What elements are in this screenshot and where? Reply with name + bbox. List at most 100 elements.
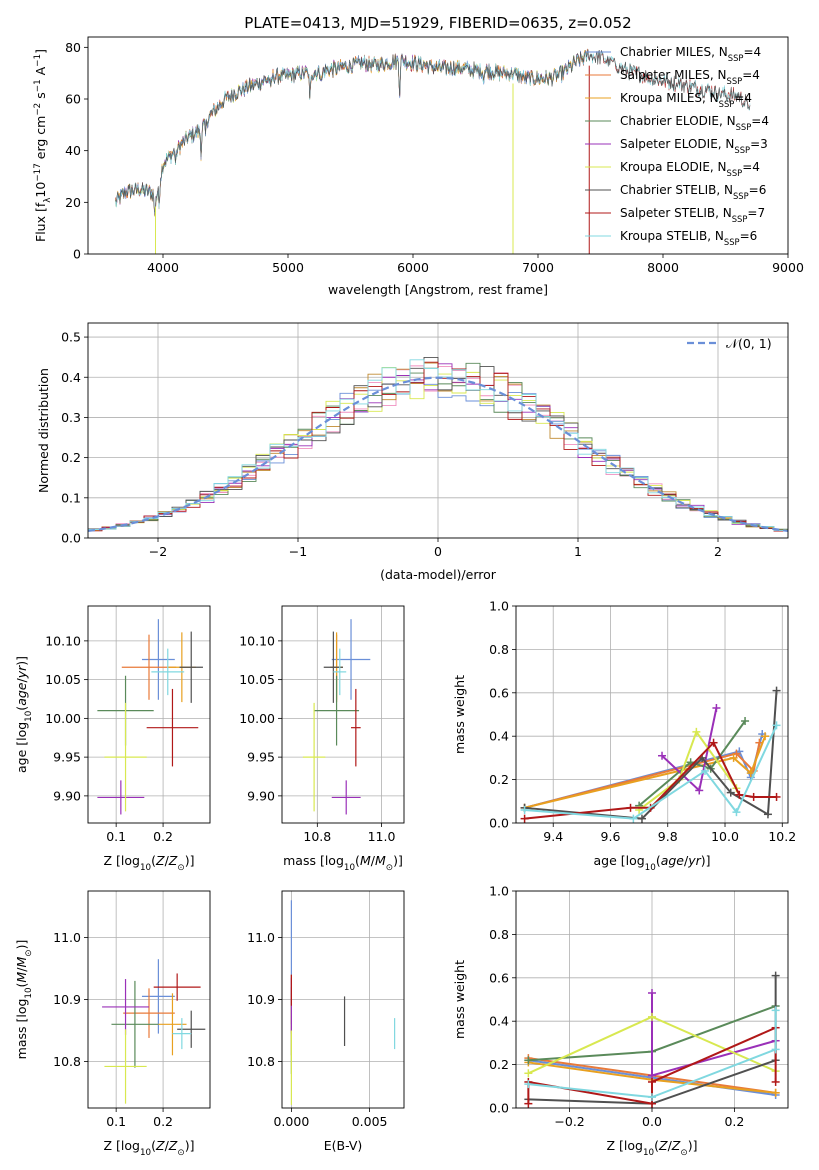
x-axis-label: wavelength [Angstrom, rest frame] <box>328 282 548 297</box>
legend-entry: 𝒩(0, 1) <box>726 336 772 351</box>
mass-weight-series-line <box>528 1010 777 1099</box>
x-tick-label: −2 <box>149 544 167 559</box>
legend-entry: Chabrier ELODIE, NSSP=4 <box>620 114 769 132</box>
x-tick-label: 11.0 <box>368 829 396 844</box>
legend-entry: Salpeter MILES, NSSP=4 <box>620 68 760 86</box>
panel-mass_weight_vs_age: 9.4 9.6 9.8 10.0 10.2 0.0 0.2 0.4 0.6 0.8 1.0 age [… <box>452 599 796 874</box>
panel-spectrum: 4000 5000 6000 7000 8000 9000 0 20 40 60 80 wavelen… <box>33 36 804 297</box>
panel-mass_vs_Z: 0.1 0.2 10.8 10.9 11.0 Z [log10(Z/Z⊙)] mass [l… <box>14 890 211 1158</box>
plot-area <box>88 323 788 538</box>
legend-entry: Chabrier STELIB, NSSP=6 <box>620 183 766 201</box>
panel-age_vs_mass: 10.8 11.0 9.90 9.95 10.00 10.05 10.10 mass [log… <box>239 605 405 873</box>
x-tick-label: 9.8 <box>658 829 678 844</box>
y-tick-label: 80 <box>65 40 81 55</box>
x-tick-label: 7000 <box>522 260 554 275</box>
y-tick-label: 0.4 <box>489 729 509 744</box>
normal-reference-curve <box>88 376 788 533</box>
y-tick-label: 1.0 <box>489 884 509 899</box>
plot-area <box>88 891 210 1108</box>
y-tick-label: 9.90 <box>53 788 81 803</box>
y-tick-label: 0 <box>73 247 81 262</box>
y-tick-label: 10.05 <box>239 672 275 687</box>
y-tick-label: 0.4 <box>489 1014 509 1029</box>
plot-area <box>282 606 404 823</box>
y-tick-label: 11.0 <box>53 930 81 945</box>
x-tick-label: 0.2 <box>153 1114 173 1129</box>
legend-entry: Salpeter STELIB, NSSP=7 <box>620 206 765 224</box>
y-tick-label: 60 <box>65 92 81 107</box>
y-tick-label: 1.0 <box>489 599 509 614</box>
y-axis-label: Flux [fλ10−17 erg cm−2 s−1 A−1] <box>33 49 53 242</box>
x-tick-label: 0.005 <box>352 1114 388 1129</box>
y-tick-label: 0.1 <box>61 490 81 505</box>
plot-area <box>282 891 404 1108</box>
legend-entry: Kroupa MILES, NSSP=4 <box>620 91 752 109</box>
y-axis-label: mass [log10(M/M⊙)] <box>14 940 34 1060</box>
x-tick-label: 10.8 <box>303 829 331 844</box>
x-tick-label: 2 <box>714 544 722 559</box>
x-tick-label: 0 <box>434 544 442 559</box>
legend-entry: Chabrier MILES, NSSP=4 <box>620 45 761 63</box>
figure-title: PLATE=0413, MJD=51929, FIBERID=0635, z=0… <box>244 14 631 32</box>
x-tick-label: 0.2 <box>153 829 173 844</box>
x-tick-label: 4000 <box>147 260 179 275</box>
x-tick-label: 1 <box>574 544 582 559</box>
y-tick-label: 0.6 <box>489 970 509 985</box>
y-tick-label: 10.9 <box>53 992 81 1007</box>
axes-frame <box>87 605 211 824</box>
x-tick-label: 9000 <box>772 260 804 275</box>
x-axis-label: (data-model)/error <box>380 567 497 582</box>
mass-weight-series-line <box>524 735 767 809</box>
x-tick-label: −1 <box>289 544 307 559</box>
x-axis-label: mass [log10(M/M⊙)] <box>283 853 403 873</box>
y-tick-label: 10.05 <box>45 672 81 687</box>
x-tick-label: 0.000 <box>273 1114 309 1129</box>
plot-area <box>516 606 788 823</box>
spectrum-series-line <box>115 50 751 214</box>
mass-weight-series-line <box>524 742 761 809</box>
y-tick-label: 0.4 <box>61 370 81 385</box>
y-tick-label: 10.10 <box>45 633 81 648</box>
y-tick-label: 10.8 <box>53 1054 81 1069</box>
plot-area <box>88 606 210 823</box>
y-tick-label: 0.6 <box>489 685 509 700</box>
y-tick-label: 10.00 <box>239 711 275 726</box>
x-tick-label: −0.2 <box>554 1114 584 1129</box>
x-axis-label: Z [log10(Z/Z⊙)] <box>104 1138 195 1158</box>
y-tick-label: 0.0 <box>61 531 81 546</box>
y-tick-label: 0.5 <box>61 330 81 345</box>
y-tick-label: 9.95 <box>247 750 275 765</box>
y-axis-label: mass weight <box>452 675 467 754</box>
y-tick-label: 20 <box>65 195 81 210</box>
x-tick-label: 6000 <box>397 260 429 275</box>
mass-weight-series-line <box>638 729 738 811</box>
y-axis-label: Normed distribution <box>36 368 51 493</box>
x-tick-label: 0.2 <box>724 1114 744 1129</box>
y-tick-label: 0.8 <box>489 927 509 942</box>
panel-mass_vs_EBV: 0.000 0.005 10.8 10.9 11.0 E(B-V) <box>247 890 405 1153</box>
y-tick-label: 10.10 <box>239 633 275 648</box>
y-tick-label: 0.0 <box>489 1101 509 1116</box>
plot-area <box>516 891 788 1108</box>
y-tick-label: 9.90 <box>247 788 275 803</box>
y-axis-label: age [log10(age/yr)] <box>14 656 34 773</box>
y-tick-label: 0.2 <box>489 772 509 787</box>
axes-frame <box>87 36 789 255</box>
x-tick-label: 9.6 <box>601 829 621 844</box>
panel-age_vs_Z: 0.1 0.2 9.90 9.95 10.00 10.05 10.10 Z [log10(Z/… <box>14 605 211 873</box>
x-axis-label: Z [log10(Z/Z⊙)] <box>104 853 195 873</box>
axes-frame <box>515 605 789 824</box>
histogram-series-step <box>88 356 788 531</box>
x-tick-label: 10.2 <box>768 829 796 844</box>
y-tick-label: 9.95 <box>53 750 81 765</box>
x-tick-label: 0.0 <box>642 1114 662 1129</box>
y-tick-label: 0.8 <box>489 642 509 657</box>
y-tick-label: 10.00 <box>45 711 81 726</box>
y-axis-label: mass weight <box>452 960 467 1039</box>
y-tick-label: 0.2 <box>61 450 81 465</box>
y-tick-label: 10.8 <box>247 1054 275 1069</box>
panel-mass_weight_vs_Z: −0.2 0.0 0.2 0.0 0.2 0.4 0.6 0.8 1.0 Z [log10(Z/Z… <box>452 884 789 1158</box>
plot-area <box>115 48 751 254</box>
y-tick-label: 11.0 <box>247 930 275 945</box>
